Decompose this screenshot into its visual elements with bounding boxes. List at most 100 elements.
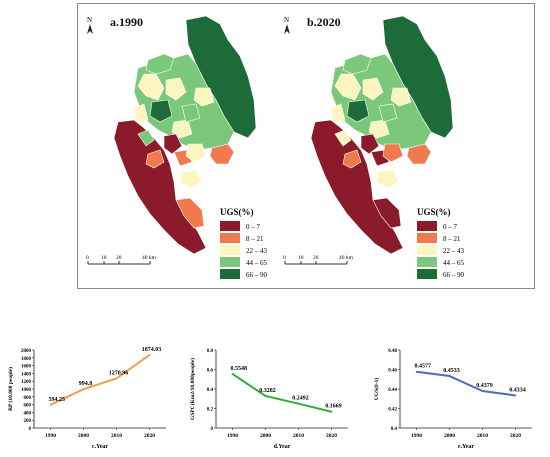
chart-2-data-label: 0.4379 [476,383,493,389]
scale-tick-0: 0 [283,255,286,261]
chart-gspc-svg: 0 0.2 0.4 0.6 0.8 1990 2000 2010 2020 0.5548 0.328… [189,349,348,450]
legend-swatch-4 [220,269,240,279]
map-title-2020: b.2020 [307,15,341,29]
chart-1-data-label: 0.2492 [292,396,309,402]
map-panel-2020: N b.2020 [275,4,475,286]
chart-1-data-label: 0.5548 [231,366,248,372]
legend-label-0: 0 – 7 [246,223,261,231]
legend-2020: UGS(%) 0 – 7 8 – 21 22 – 43 44 – 65 66 –… [417,207,465,279]
chart-0-x-tick-label: 2020 [144,433,155,439]
legend-swatch-1 [220,233,240,243]
chart-2-y-tick-label: 0.46 [388,369,397,374]
chart-0-series-line [50,354,151,406]
chart-1-y-tick-label: 0 [211,427,214,432]
district-map-1990 [113,15,257,255]
chart-rp-svg: 0 200 400 600 800 1000 1200 1400 1600 1800 2000 199… [7,347,166,450]
legend-label-1: 8 – 21 [246,235,264,243]
legend-label-3: 44 – 65 [246,259,268,267]
scale-tick-0: 0 [86,255,89,261]
chart-1-x-tick-label: 2020 [326,433,337,439]
chart-0-y-tick-label: 800 [24,396,32,401]
chart-2-data-label: 0.4533 [443,368,460,374]
legend-swatch-0 [417,221,437,231]
chart-0-x-tick-label: 1990 [45,433,56,439]
chart-1-point [330,410,333,413]
chart-1-point [297,402,300,405]
chart-1-x-tick-label: 1990 [227,433,238,439]
chart-2-y-tick-label: 0.42 [388,408,397,413]
chart-1-point [264,395,267,397]
chart-0-ylabel: RP (10,000 people) [7,367,14,411]
chart-0-data-label: 1270.96 [109,370,129,376]
scale-tick-10: 10 [101,255,107,261]
map-frame: N a.1990 [77,3,535,289]
chart-2-data-label: 0.4334 [509,387,526,393]
chart-1-series-line [231,373,332,413]
chart-1-y-tick-label: 0.2 [207,408,214,413]
scale-bar: 0 10 20 40 km [86,255,157,265]
legend-swatch-3 [220,257,240,267]
chart-0-point [49,404,52,406]
chart-gspc: 0 0.2 0.4 0.6 0.8 1990 2000 2010 2020 0.5548 0.328… [186,344,358,454]
legend-swatch-0 [220,221,240,231]
legend-swatch-1 [417,233,437,243]
chart-2-y-tick-label: 0.44 [388,388,397,393]
chart-0-point [148,354,151,356]
chart-2-x-tick-label: 1990 [411,433,422,439]
chart-0-y-tick-label: 1200 [21,380,32,385]
scale-tick-20: 20 [313,255,319,261]
chart-2-point [481,390,484,392]
map-panel-1990: N a.1990 [78,4,278,286]
chart-0-y-tick-label: 1600 [21,365,32,370]
chart-1-xlabel: d.Year [274,444,291,450]
chart-2-xlabel: e.Year [458,444,474,450]
scale-tick-20: 20 [116,255,122,261]
chart-1-x-tick-label: 2000 [260,433,271,439]
legend-label-0: 0 – 7 [443,223,458,231]
chart-0-point [115,377,118,380]
legend-label-4: 66 – 90 [443,271,465,279]
chart-0-data-label: 594.25 [49,397,66,403]
north-arrow-icon: N [87,16,93,34]
chart-1-point [231,373,234,375]
chart-0-xlabel: c.Year [92,444,108,450]
chart-2-y-tick-label: 0.48 [388,349,397,354]
chart-ugs: 0.4 0.42 0.44 0.46 0.48 1990 2000 2010 2020 0.457… [370,344,542,454]
map-title-1990: a.1990 [110,15,143,29]
legend-swatch-3 [417,257,437,267]
scale-bar: 0 10 20 40 km [283,255,354,265]
legend-title: UGS(%) [220,207,254,217]
chart-0-y-tick-label: 200 [24,419,32,424]
legend-label-4: 66 – 90 [246,271,268,279]
chart-1-ylabel: GSPC(Km2/10,000people) [189,358,196,420]
chart-0-point [82,388,85,391]
chart-0-y-tick-label: 1800 [21,357,32,362]
chart-2-x-tick-label: 2010 [477,433,488,439]
legend-label-3: 44 – 65 [443,259,465,267]
legend-label-2: 22 – 43 [443,247,465,255]
chart-0-y-tick-label: 400 [24,411,32,416]
legend-label-2: 22 – 43 [246,247,268,255]
chart-2-y-tick-label: 0.4 [391,427,398,432]
north-arrow-icon: N [284,16,290,34]
legend-title: UGS(%) [417,207,451,217]
legend-1990: UGS(%) 0 – 7 8 – 21 22 – 43 44 – 65 66 –… [220,207,268,279]
chart-2-point [514,394,517,397]
chart-2-series-line [416,370,516,397]
chart-0-x-tick-label: 2010 [111,433,122,439]
chart-1-y-tick-label: 0.8 [207,349,214,354]
chart-0-y-tick-label: 2000 [21,349,32,354]
chart-2-point [415,370,418,373]
district-map-2020 [310,15,454,255]
chart-0-y-tick-label: 0 [29,427,32,432]
chart-ugs-svg: 0.4 0.42 0.44 0.46 0.48 1990 2000 2010 2020 0.457… [373,349,532,450]
chart-0-data-label: 994.8 [79,381,93,387]
chart-2-ylabel: UGS(0-1) [373,378,380,400]
chart-1-data-label: 0.3282 [259,388,276,394]
north-label: N [284,16,289,24]
scale-tick-10: 10 [298,255,304,261]
chart-2-x-tick-label: 2000 [444,433,455,439]
chart-rp: 0 200 400 600 800 1000 1200 1400 1600 1800 2000 199… [4,344,176,454]
legend-label-1: 8 – 21 [443,235,461,243]
north-label: N [87,16,92,24]
